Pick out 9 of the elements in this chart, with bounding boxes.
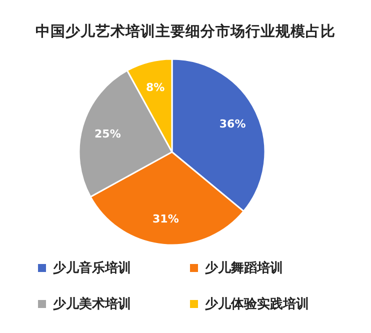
data-label: 31% — [152, 212, 179, 226]
data-label: 36% — [219, 117, 246, 130]
legend-label: 少儿美术培训 — [52, 296, 131, 312]
chart-title: 中国少儿艺术培训主要细分市场行业规模占比 — [36, 22, 336, 40]
data-label: 25% — [94, 127, 121, 140]
data-label: 8% — [146, 81, 165, 94]
legend-label: 少儿体验实践培训 — [204, 296, 309, 312]
legend-label: 少儿音乐培训 — [52, 260, 131, 276]
legend-label: 少儿舞蹈培训 — [204, 260, 283, 276]
